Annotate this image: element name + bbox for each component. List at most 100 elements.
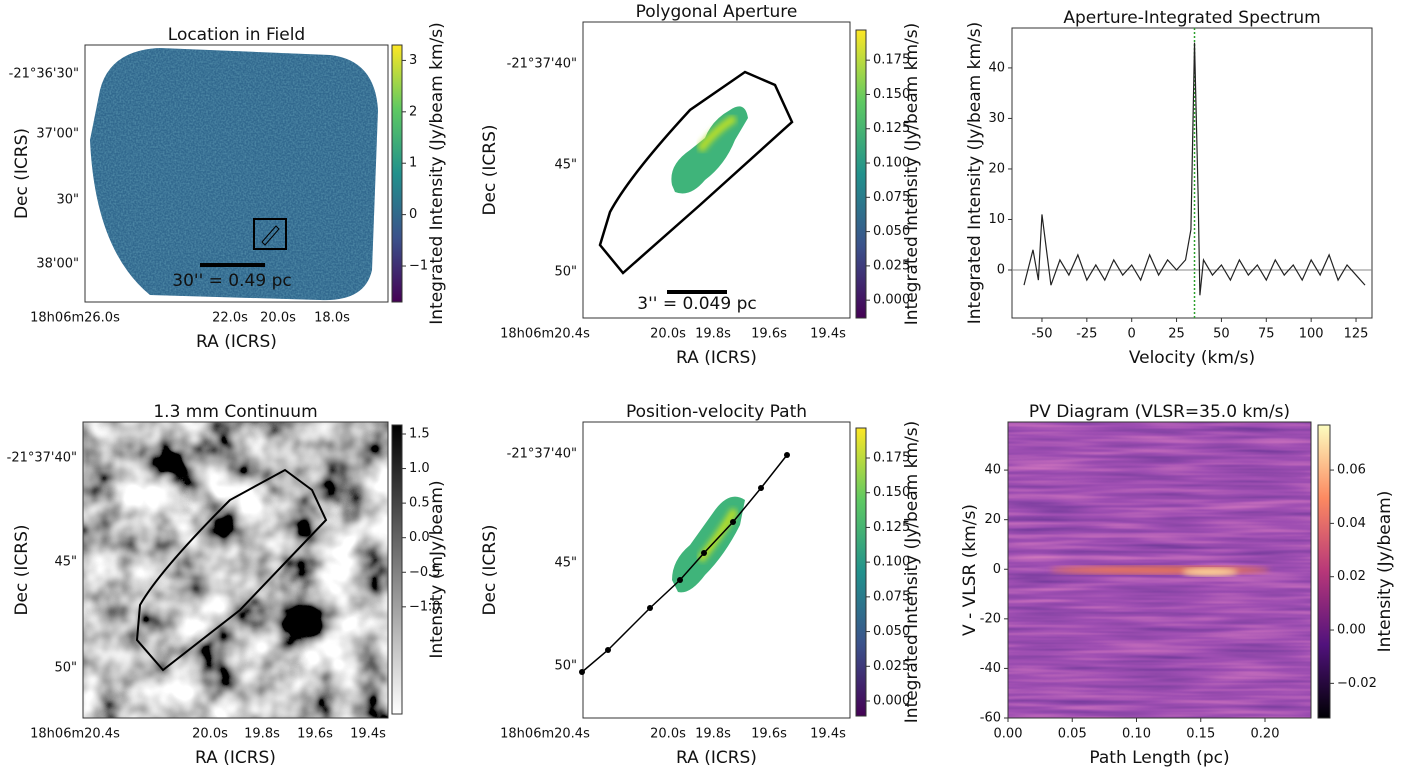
x-tick-label: 19.4s bbox=[810, 327, 846, 342]
x-tick-label: 0 bbox=[1128, 327, 1136, 342]
pv-path bbox=[581, 454, 788, 673]
colorbar-tick-label: 0.06 bbox=[1337, 463, 1366, 478]
colorbar-tick-label: 0.02 bbox=[1337, 569, 1366, 584]
panel-title: Aperture-Integrated Spectrum bbox=[1063, 8, 1320, 28]
colorbar-tick-label: 3 bbox=[409, 53, 417, 68]
axes-frame bbox=[582, 21, 851, 319]
x-tick-label: 18h06m26.0s bbox=[30, 311, 120, 326]
x-tick-label: 19.8s bbox=[695, 727, 731, 742]
colorbar-tick-label: 0.150 bbox=[873, 485, 910, 500]
y-tick-label: 20 bbox=[988, 161, 1005, 176]
x-tick-label: 20.0s bbox=[650, 727, 686, 742]
colorbar-tick-label: 0.150 bbox=[873, 87, 910, 102]
y-tick-label: 45" bbox=[554, 556, 577, 571]
colorbar-tick-label: 0.075 bbox=[873, 190, 910, 205]
x-tick-label: 20.0s bbox=[650, 327, 686, 342]
panel-title: Location in Field bbox=[168, 25, 305, 45]
x-tick-label: 75 bbox=[1258, 327, 1275, 342]
x-tick-label: 0.05 bbox=[1058, 727, 1087, 742]
colorbar-tick-label: 1.5 bbox=[409, 426, 430, 441]
colorbar-tick-label: 0.0 bbox=[409, 530, 430, 545]
colorbar-tick-label: 0.000 bbox=[873, 694, 910, 709]
y-tick-label: 40 bbox=[984, 463, 1001, 478]
scale-bar-label: 3'' = 0.049 pc bbox=[637, 294, 756, 314]
y-axis-label: Dec (ICRS) bbox=[12, 524, 32, 615]
x-axis-label: Velocity (km/s) bbox=[1129, 348, 1255, 368]
y-tick-label: -21°37'40" bbox=[507, 57, 577, 72]
y-tick-label: 37'00" bbox=[36, 127, 79, 142]
spectrum-line bbox=[1023, 42, 1366, 296]
aperture-polygon bbox=[135, 468, 328, 672]
x-axis-label: RA (ICRS) bbox=[676, 348, 757, 368]
x-tick-label: 50 bbox=[1213, 327, 1230, 342]
y-axis-label: V - VLSR (km/s) bbox=[960, 504, 980, 636]
y-tick-label: 45" bbox=[554, 158, 577, 173]
colorbar-tick-label: 0.00 bbox=[1337, 623, 1366, 638]
x-tick-label: 18h06m20.4s bbox=[500, 727, 590, 742]
x-axis-label: Path Length (pc) bbox=[1089, 748, 1229, 768]
pv-map bbox=[1008, 422, 1311, 718]
colorbar-tick-label: 0 bbox=[409, 207, 417, 222]
x-tick-label: 0.10 bbox=[1122, 727, 1151, 742]
aperture-polygon bbox=[598, 70, 794, 275]
colorbar-label: Intensity (Jy/beam) bbox=[1375, 491, 1395, 653]
x-axis-label: RA (ICRS) bbox=[196, 332, 277, 352]
x-tick-label: 20.0s bbox=[260, 311, 296, 326]
emission-blob bbox=[671, 106, 748, 194]
colorbar bbox=[1317, 424, 1331, 719]
colorbar-tick-label: −1.0 bbox=[409, 599, 441, 614]
colorbar-tick-label: −0.5 bbox=[409, 565, 441, 580]
x-tick-label: 18h06m20.4s bbox=[30, 727, 120, 742]
y-tick-label: -21°37'40" bbox=[507, 447, 577, 462]
x-tick-label: -50 bbox=[1031, 327, 1052, 342]
y-tick-label: -21°36'30" bbox=[9, 67, 79, 82]
axes-frame bbox=[82, 421, 389, 719]
y-tick-label: 50" bbox=[554, 659, 577, 674]
x-tick-label: 125 bbox=[1344, 327, 1369, 342]
y-tick-label: -40 bbox=[980, 661, 1001, 676]
colorbar-tick-label: 2 bbox=[409, 104, 417, 119]
x-tick-label: 19.8s bbox=[695, 327, 731, 342]
x-tick-label: 100 bbox=[1299, 327, 1324, 342]
x-tick-label: 19.6s bbox=[751, 727, 787, 742]
y-axis-label: Dec (ICRS) bbox=[480, 124, 500, 215]
x-tick-label: -25 bbox=[1076, 327, 1097, 342]
y-tick-label: -20 bbox=[980, 611, 1001, 626]
colorbar-tick-label: 0.5 bbox=[409, 496, 430, 511]
zoom-box bbox=[253, 218, 287, 250]
x-tick-label: 20.0s bbox=[192, 727, 228, 742]
aperture-outline bbox=[261, 225, 280, 246]
colorbar bbox=[391, 44, 403, 303]
colorbar-label: Integrated Intensity (Jy/beam km/s) bbox=[902, 421, 922, 724]
x-tick-label: 19.4s bbox=[810, 727, 846, 742]
axes-frame bbox=[582, 421, 851, 719]
x-tick-label: 19.4s bbox=[350, 727, 386, 742]
y-tick-label: 50" bbox=[554, 265, 577, 280]
field-map bbox=[90, 48, 378, 301]
x-tick-label: 19.8s bbox=[244, 727, 280, 742]
y-tick-label: 30" bbox=[56, 193, 79, 208]
colorbar-tick-label: 0.025 bbox=[873, 659, 910, 674]
panel-title: Polygonal Aperture bbox=[636, 2, 798, 22]
x-tick-label: 18h06m20.4s bbox=[500, 327, 590, 342]
pv-path-nodes bbox=[579, 452, 790, 675]
x-tick-label: 18.0s bbox=[314, 311, 350, 326]
x-tick-label: 19.6s bbox=[297, 727, 333, 742]
colorbar bbox=[855, 427, 867, 717]
x-tick-label: 19.6s bbox=[751, 327, 787, 342]
y-tick-label: 0 bbox=[997, 263, 1005, 278]
colorbar-tick-label: −1 bbox=[409, 259, 428, 274]
y-tick-label: 38'00" bbox=[36, 257, 79, 272]
panel-title: Position-velocity Path bbox=[626, 402, 807, 422]
x-tick-label: 0.00 bbox=[994, 727, 1023, 742]
colorbar-tick-label: 0.04 bbox=[1337, 516, 1366, 531]
colorbar-label: Integrated Intensity (Jy/beam km/s) bbox=[902, 23, 922, 326]
y-tick-label: 40 bbox=[988, 60, 1005, 75]
colorbar-tick-label: 1.0 bbox=[409, 461, 430, 476]
y-tick-label: 10 bbox=[988, 212, 1005, 227]
colorbar-tick-label: 1 bbox=[409, 156, 417, 171]
y-axis-label: Dec (ICRS) bbox=[480, 524, 500, 615]
x-tick-label: 0.20 bbox=[1251, 727, 1280, 742]
colorbar-tick-label: −0.02 bbox=[1337, 676, 1377, 691]
colorbar bbox=[391, 424, 403, 715]
